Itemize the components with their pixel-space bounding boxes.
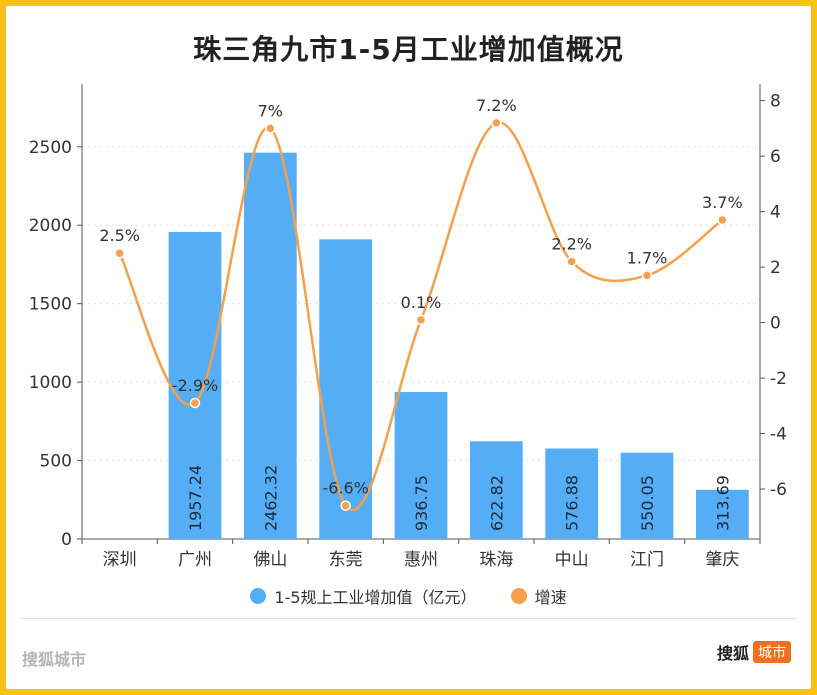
growth-point [641,270,653,281]
x-tick-label: 东莞 [329,550,363,570]
growth-point [265,123,276,134]
chart-card: 珠三角九市1-5月工业增加值概况 0 500 1000 1500 2000 2500 -6 -… [6,6,811,689]
bar [695,489,749,539]
growth-value-label: 0.1% [401,293,442,312]
growth-point [340,500,351,511]
legend-bar-label: 1-5规上工业增加值（亿元） [274,588,477,607]
bar [394,392,448,539]
bar [469,441,523,539]
bar-value-label: 936.75 [412,475,431,531]
y-right-tick-label: 6 [770,147,781,167]
x-tick-label: 中山 [555,550,589,570]
x-tick-label: 肇庆 [705,550,739,570]
y-right-tick-label: 8 [770,92,781,112]
bar-value-label: 2462.32 [261,465,280,531]
bar-value-label: 576.88 [563,475,582,531]
y-left-tick-label: 2500 [29,138,72,158]
bar [319,239,373,540]
chart-title: 珠三角九市1-5月工业增加值概况 [193,33,624,66]
y-left-tick-label: 0 [61,530,72,550]
growth-point [717,214,728,226]
growth-value-label: -2.9% [172,376,218,395]
legend-item-bar[interactable]: 1-5规上工业增加值（亿元） [250,584,477,608]
legend-line-swatch [510,588,527,604]
y-left-tick-label: 500 [40,452,72,472]
x-tick-label: 江门 [630,550,664,570]
footer-logo: 搜狐 城市 [717,640,791,664]
growth-point [415,314,427,326]
legend-bar-swatch [250,588,267,604]
growth-point [114,247,125,259]
y-right-tick-label: -2 [770,369,787,389]
y-right-tick-label: 4 [770,203,781,223]
growth-value-label: 2.2% [551,235,592,254]
growth-value-label: -6.6% [322,479,368,498]
bar-value-label: 550.05 [638,475,657,531]
x-tick-label: 广州 [178,550,212,570]
y-right-tick-label: -4 [770,425,787,445]
y-left-tick-label: 1500 [29,295,72,315]
bar-value-label: 622.82 [487,475,506,531]
footer-source: 搜狐城市 [22,650,87,669]
growth-value-label: 2.5% [99,226,140,245]
growth-point [189,397,201,409]
footer-badge: 城市 [753,641,791,663]
growth-point [491,117,502,129]
bar [243,152,297,540]
growth-point [566,256,577,267]
x-tick-label: 深圳 [103,550,137,570]
y-left-tick-label: 1000 [29,373,72,393]
chart-legend: 1-5规上工业增加值（亿元） 增速 [6,584,811,608]
x-tick-label: 惠州 [404,550,438,570]
growth-value-label: 7% [258,101,283,120]
footer-divider [20,618,797,619]
bar-value-label: 313.69 [713,475,732,531]
growth-value-label: 3.7% [702,193,743,212]
y-right-tick-label: 2 [770,258,781,278]
y-right-tick-label: -6 [770,480,787,500]
legend-line-label: 增速 [534,588,567,607]
bar [545,448,599,539]
bar [620,452,674,539]
bar-value-label: 1957.24 [186,465,205,531]
combo-chart: 0 500 1000 1500 2000 2500 -6 -4 -2 0 2 4 6 8 深圳 广州 佛山 东莞 惠… [29,84,787,570]
x-tick-label: 珠海 [479,550,513,570]
x-tick-label: 佛山 [253,550,287,570]
legend-item-line[interactable]: 增速 [510,584,567,608]
growth-value-label: 7.2% [476,96,517,115]
y-left-tick-label: 2000 [29,216,72,236]
growth-value-label: 1.7% [627,248,668,267]
y-right-tick-label: 0 [770,314,781,334]
footer-brand: 搜狐 [716,644,749,663]
bar [168,231,222,540]
